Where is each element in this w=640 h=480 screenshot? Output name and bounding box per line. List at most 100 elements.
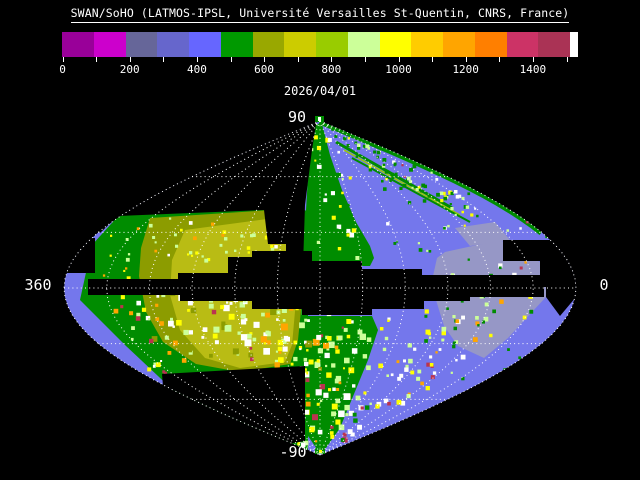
speckle	[417, 369, 422, 374]
speckle	[376, 150, 381, 155]
colorbar-tick	[96, 57, 98, 62]
speckle	[328, 341, 335, 348]
colorbar-segment	[125, 32, 158, 57]
map-masked-region	[64, 238, 95, 273]
speckle	[354, 442, 358, 445]
speckle	[163, 371, 168, 376]
speckle	[352, 412, 357, 417]
speckle	[148, 318, 151, 321]
speckle	[351, 228, 357, 233]
speckle	[324, 466, 328, 470]
speckle	[240, 319, 247, 325]
speckle	[409, 180, 413, 184]
graticule-meridian	[191, 120, 321, 456]
speckle	[123, 269, 126, 272]
speckle	[306, 393, 310, 398]
speckle	[405, 364, 409, 368]
speckle	[234, 249, 237, 252]
speckle	[343, 367, 345, 370]
speckle	[417, 185, 421, 189]
speckle	[347, 137, 350, 140]
speckle	[466, 187, 470, 190]
speckle	[277, 346, 283, 352]
speckle	[451, 273, 455, 277]
speckle	[152, 236, 156, 239]
speckle	[470, 213, 474, 217]
speckle	[304, 340, 307, 344]
speckle	[176, 320, 182, 326]
colorbar-segment	[379, 32, 412, 57]
speckle	[154, 249, 158, 253]
speckle	[454, 340, 459, 344]
apex-pixel	[318, 117, 321, 121]
colorbar-tick	[465, 57, 467, 62]
speckle	[247, 251, 250, 254]
speckle	[154, 241, 157, 244]
speckle	[407, 343, 412, 348]
speckle	[518, 356, 521, 360]
speckle	[246, 246, 251, 250]
speckle	[379, 327, 384, 331]
lat-top-label: 90	[288, 108, 306, 126]
speckle	[424, 309, 429, 314]
speckle	[407, 201, 412, 205]
speckle	[407, 176, 411, 181]
speckle	[294, 460, 301, 467]
speckle	[263, 348, 270, 355]
map-masked-region	[503, 240, 576, 297]
speckle	[173, 340, 178, 346]
speckle	[390, 173, 394, 177]
speckle	[402, 183, 407, 188]
speckle	[357, 143, 361, 147]
speckle	[186, 347, 192, 353]
lon-left-label: 360	[24, 276, 51, 294]
speckle	[261, 312, 265, 317]
speckle	[120, 305, 124, 309]
speckle	[428, 336, 432, 339]
speckle	[331, 460, 334, 463]
speckle	[428, 250, 432, 253]
speckle	[460, 354, 466, 360]
colorbar-tick-label: 200	[119, 63, 140, 76]
plot-title: SWAN/SoHO (LATMOS-IPSL, Université Versa…	[0, 6, 640, 23]
speckle	[219, 243, 223, 247]
speckle	[334, 134, 338, 138]
speckle	[355, 256, 360, 260]
speckle	[489, 333, 493, 338]
speckle	[430, 375, 435, 380]
speckle	[331, 423, 334, 426]
speckle	[427, 194, 431, 198]
speckle	[336, 224, 342, 230]
graticule-meridian	[319, 120, 364, 456]
speckle	[450, 191, 454, 196]
speckle	[477, 324, 480, 327]
speckle	[208, 303, 214, 309]
speckle	[423, 184, 427, 189]
speckle	[337, 468, 341, 472]
graticule	[64, 120, 576, 456]
speckle	[353, 418, 358, 423]
speckle	[309, 427, 315, 433]
colorbar-segment	[474, 32, 507, 57]
colorbar-tick	[163, 57, 165, 62]
speckle	[425, 386, 430, 391]
speckle	[263, 342, 266, 345]
speckle	[325, 335, 329, 339]
speckle	[209, 353, 213, 358]
speckle	[221, 324, 228, 331]
speckle	[277, 339, 284, 346]
speckle	[313, 135, 318, 140]
speckle	[260, 336, 267, 343]
speckle	[453, 326, 457, 331]
speckle	[266, 340, 271, 345]
speckle	[129, 311, 134, 316]
speckle	[387, 401, 391, 406]
speckle	[228, 313, 235, 320]
speckle	[127, 253, 131, 256]
speckle	[441, 326, 447, 332]
speckle	[241, 313, 246, 319]
speckle	[305, 401, 311, 407]
speckle	[317, 348, 323, 354]
colorbar-segment	[411, 32, 443, 57]
